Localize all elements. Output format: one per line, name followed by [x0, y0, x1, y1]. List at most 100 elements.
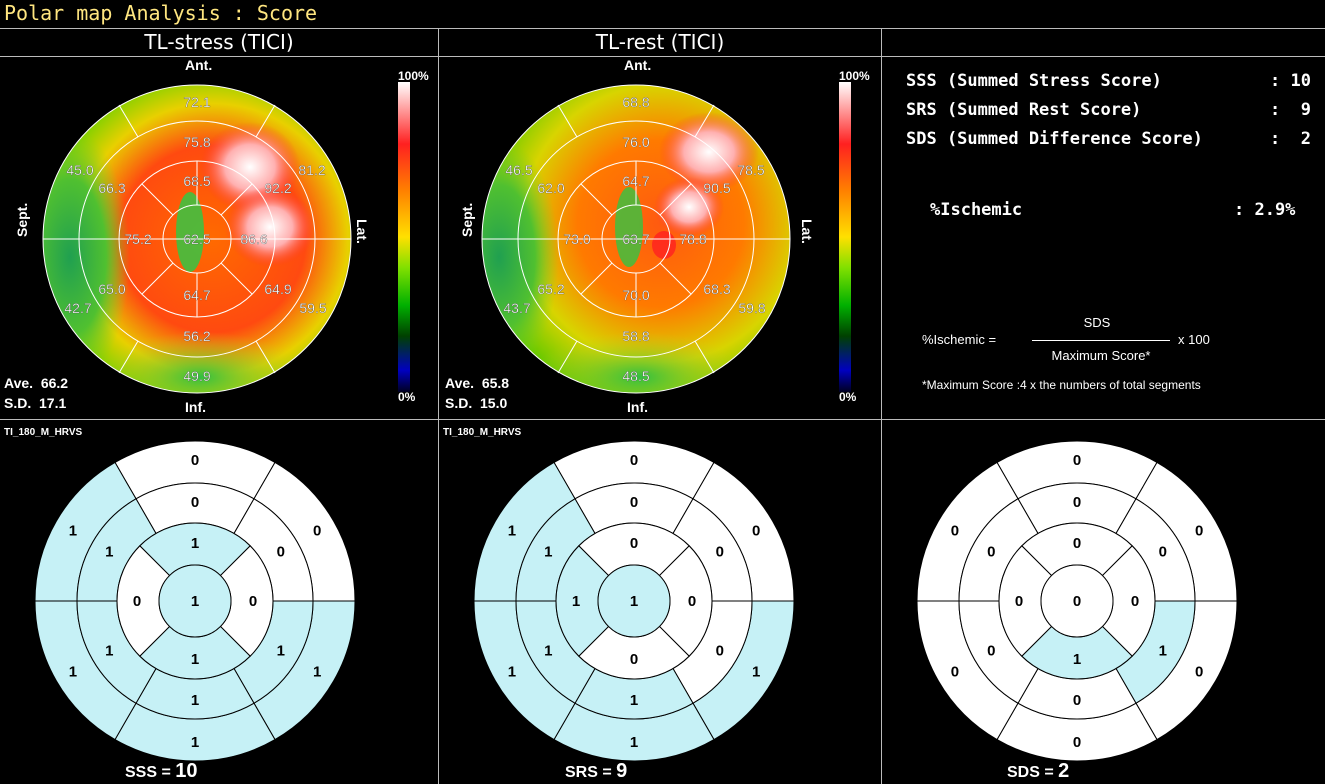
grid-divider — [0, 56, 1325, 57]
scale-max-label: 100% — [398, 69, 429, 83]
average-value: 66.2 — [40, 375, 69, 391]
polar-segment-value: 65.0 — [98, 281, 125, 297]
bullseye-segment-score: 0 — [688, 593, 696, 610]
bullseye-segment-score: 0 — [630, 651, 638, 668]
bullseye-segment-score: 1 — [191, 535, 199, 552]
bullseye-apex-score: 1 — [630, 593, 638, 610]
bullseye-segment-score: 1 — [752, 664, 760, 681]
bullseye-segment-score: 1 — [313, 664, 321, 681]
rest-score-bullseye: 0 0 1 1 1 1 0 0 0 1 1 1 0 0 0 1 1 — [439, 440, 881, 762]
bullseye-segment-score: 0 — [630, 535, 638, 552]
stress-polar-panel: 72.1 75.8 45.0 66.3 68.5 81.2 92.2 75.2 62.5 86.6… — [0, 57, 438, 419]
protocol-label: TI_180_M_HRVS — [4, 427, 83, 438]
srs-label: SRS (Summed Rest Score) — [906, 100, 1142, 120]
bullseye-segment-score: 1 — [69, 523, 77, 540]
polar-segment-value: 78.8 — [679, 231, 706, 247]
average-label: Ave. 66.2 — [4, 375, 69, 391]
sds-total-value: 2 — [1058, 760, 1070, 782]
srs-total: SRS = 9 — [565, 760, 628, 782]
bullseye-apex — [1040, 564, 1114, 638]
bullseye-segment-score: 1 — [69, 664, 77, 681]
bullseye-segment-score: 0 — [249, 593, 257, 610]
polar-segment-value: 45.0 — [66, 162, 93, 178]
polar-segment-value: 86.6 — [240, 231, 267, 247]
average-label: Ave. 65.8 — [445, 375, 510, 391]
polar-segment-value: 46.5 — [505, 162, 532, 178]
scale-min-label: 0% — [398, 390, 416, 404]
bullseye-segment-score: 0 — [133, 593, 141, 610]
title-bar: Polar map Analysis : Score — [0, 0, 1325, 29]
polar-segment-value: 64.7 — [183, 287, 210, 303]
inf-label: Inf. — [627, 399, 648, 415]
polar-segment-value: 58.8 — [622, 328, 649, 344]
polar-segment-value: 81.2 — [298, 162, 325, 178]
formula-lhs: %Ischemic = — [922, 332, 997, 347]
sd-value: 17.1 — [39, 395, 67, 411]
polar-ring-lines — [481, 84, 791, 394]
bullseye-segment-score: 1 — [1073, 651, 1081, 668]
sd-value: 15.0 — [480, 395, 508, 411]
window-title: Polar map Analysis : Score — [4, 1, 318, 25]
polar-segment-value: 70.0 — [622, 287, 649, 303]
bullseye-segment-score: 0 — [313, 523, 321, 540]
protocol-label: TI_180_M_HRVS — [443, 427, 522, 438]
polar-segment-value: 48.5 — [622, 368, 649, 384]
lat-label: Lat. — [799, 219, 815, 244]
bullseye-segment-score: 0 — [752, 523, 760, 540]
bullseye-segment-score: 1 — [544, 544, 552, 561]
polar-segment-value: 68.5 — [183, 173, 210, 189]
bullseye-segment-score: 1 — [544, 643, 552, 660]
bullseye-segment-score: 1 — [105, 544, 113, 561]
bullseye-apex — [158, 564, 232, 638]
average-value: 65.8 — [481, 375, 510, 391]
bullseye-segment-score: 1 — [630, 734, 638, 751]
bullseye-segment-score: 0 — [1159, 544, 1167, 561]
polar-segment-value: 64.7 — [622, 173, 649, 189]
bullseye-segment-score: 0 — [1073, 734, 1081, 751]
polar-segment-value: 65.2 — [537, 281, 564, 297]
sept-label: Sept. — [14, 202, 30, 237]
bullseye-segment-score: 1 — [572, 593, 580, 610]
sss-value: : 10 — [1270, 71, 1311, 91]
bullseye-segment-score: 1 — [277, 643, 285, 660]
ischemic-label: %Ischemic — [930, 200, 1023, 220]
polar-segment-value: 75.2 — [124, 231, 151, 247]
polar-segment-value: 64.9 — [264, 281, 291, 297]
bullseye-segment-score: 0 — [630, 452, 638, 469]
bullseye-segment-score: 0 — [191, 494, 199, 511]
scale-max-label: 100% — [839, 69, 870, 83]
bullseye-segment-score: 0 — [1195, 523, 1203, 540]
lat-label: Lat. — [354, 219, 370, 244]
bullseye-segment-score: 0 — [277, 544, 285, 561]
polar-segment-value: 66.3 — [98, 180, 125, 196]
bullseye-segment-score: 0 — [1073, 452, 1081, 469]
bullseye-segment-score: 0 — [1131, 593, 1139, 610]
formula-fraction-bar — [1032, 340, 1170, 341]
bullseye-segment-score: 0 — [191, 452, 199, 469]
bullseye-segment-score: 0 — [716, 643, 724, 660]
bullseye-segment-score: 1 — [191, 651, 199, 668]
grid-divider — [0, 419, 1325, 420]
formula-rhs: x 100 — [1178, 332, 1210, 347]
polar-segment-value: 63.7 — [622, 231, 649, 247]
polar-segment-value: 42.7 — [64, 300, 91, 316]
inf-label: Inf. — [185, 399, 206, 415]
grid-divider — [881, 28, 882, 784]
bullseye-segment-score: 1 — [191, 692, 199, 709]
rest-header: TL-rest (TICI) — [595, 30, 725, 54]
polar-segment-value: 56.2 — [183, 328, 210, 344]
sept-label: Sept. — [459, 202, 475, 237]
sds-value: : 2 — [1270, 129, 1311, 149]
sss-label: SSS (Summed Stress Score) — [906, 71, 1162, 91]
scale-min-label: 0% — [839, 390, 857, 404]
bullseye-segment-score: 0 — [630, 494, 638, 511]
formula-numerator: SDS — [1083, 315, 1111, 330]
bullseye-apex — [597, 564, 671, 638]
bullseye-segment-score: 0 — [716, 544, 724, 561]
bullseye-segment-score: 0 — [1073, 494, 1081, 511]
polar-segment-value: 68.3 — [703, 281, 730, 297]
bullseye-segment-score: 0 — [1195, 664, 1203, 681]
polar-segment-value: 68.8 — [622, 94, 649, 110]
difference-score-bullseye: 0 0 0 0 0 0 0 0 1 0 0 0 0 0 1 0 0 — [882, 440, 1325, 762]
color-scale-bar — [398, 82, 410, 392]
